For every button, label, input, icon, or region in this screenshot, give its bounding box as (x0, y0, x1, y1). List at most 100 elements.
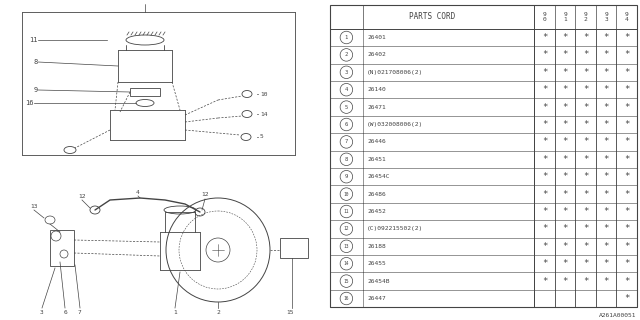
Text: 26402: 26402 (367, 52, 386, 57)
Text: 1: 1 (345, 35, 348, 40)
Text: *: * (624, 242, 629, 251)
Text: 3: 3 (40, 309, 44, 315)
Text: *: * (624, 276, 629, 285)
Text: *: * (624, 50, 629, 60)
Text: *: * (583, 242, 588, 251)
Text: *: * (563, 85, 568, 94)
Text: *: * (583, 207, 588, 216)
Text: *: * (624, 85, 629, 94)
Text: *: * (604, 259, 609, 268)
Text: *: * (604, 103, 609, 112)
Text: 26454C: 26454C (367, 174, 390, 179)
Text: (W)032008006(2): (W)032008006(2) (367, 122, 423, 127)
Text: 6: 6 (345, 122, 348, 127)
Text: *: * (542, 189, 547, 199)
Text: *: * (542, 137, 547, 146)
Text: *: * (624, 294, 629, 303)
Text: 12: 12 (201, 193, 209, 197)
Text: 5: 5 (260, 134, 264, 140)
Text: *: * (583, 103, 588, 112)
Text: 2: 2 (345, 52, 348, 57)
Text: 26140: 26140 (367, 87, 386, 92)
Text: *: * (563, 207, 568, 216)
Text: *: * (542, 207, 547, 216)
Text: *: * (604, 224, 609, 233)
Text: 11: 11 (344, 209, 349, 214)
Text: *: * (563, 50, 568, 60)
Text: 10: 10 (260, 92, 268, 97)
Text: *: * (563, 155, 568, 164)
Text: *: * (583, 259, 588, 268)
Text: 3: 3 (345, 70, 348, 75)
Text: *: * (563, 189, 568, 199)
Text: *: * (604, 137, 609, 146)
Text: (C)092215502(2): (C)092215502(2) (367, 227, 423, 231)
Text: 13: 13 (344, 244, 349, 249)
Text: 7: 7 (345, 140, 348, 144)
Text: *: * (583, 68, 588, 77)
Text: *: * (604, 33, 609, 42)
Text: 6: 6 (63, 309, 67, 315)
Text: 1: 1 (173, 309, 177, 315)
Text: 10: 10 (344, 192, 349, 196)
Text: *: * (604, 189, 609, 199)
Text: 4: 4 (136, 189, 140, 195)
Text: *: * (604, 242, 609, 251)
Text: *: * (624, 68, 629, 77)
Text: *: * (583, 189, 588, 199)
Text: (N)021708006(2): (N)021708006(2) (367, 70, 423, 75)
Text: *: * (583, 155, 588, 164)
Text: 14: 14 (344, 261, 349, 266)
Text: *: * (542, 242, 547, 251)
Text: *: * (583, 137, 588, 146)
Text: *: * (624, 103, 629, 112)
Text: 5: 5 (345, 105, 348, 109)
Text: *: * (604, 207, 609, 216)
Text: 26454B: 26454B (367, 279, 390, 284)
Text: 26486: 26486 (367, 192, 386, 196)
Text: 9
2: 9 2 (584, 12, 588, 22)
Text: *: * (542, 172, 547, 181)
Text: *: * (563, 103, 568, 112)
Text: 9
1: 9 1 (563, 12, 567, 22)
Text: *: * (624, 120, 629, 129)
Text: *: * (604, 68, 609, 77)
Text: 9: 9 (34, 87, 38, 93)
Text: *: * (604, 85, 609, 94)
Bar (130, 88, 160, 96)
Text: *: * (563, 68, 568, 77)
Text: *: * (542, 224, 547, 233)
Text: *: * (563, 137, 568, 146)
Text: *: * (624, 224, 629, 233)
Text: *: * (563, 259, 568, 268)
Text: 4: 4 (345, 87, 348, 92)
Text: *: * (583, 85, 588, 94)
Text: 9
0: 9 0 (543, 12, 547, 22)
Text: *: * (624, 155, 629, 164)
Text: *: * (604, 172, 609, 181)
Text: *: * (563, 224, 568, 233)
Text: 26455: 26455 (367, 261, 386, 266)
Text: 2: 2 (216, 309, 220, 315)
Text: *: * (542, 120, 547, 129)
Text: *: * (563, 276, 568, 285)
Text: *: * (583, 50, 588, 60)
Text: 26188: 26188 (367, 244, 386, 249)
Text: *: * (542, 33, 547, 42)
Text: 26471: 26471 (367, 105, 386, 109)
Text: 9
4: 9 4 (625, 12, 628, 22)
Text: *: * (624, 207, 629, 216)
Text: *: * (563, 242, 568, 251)
Bar (280, 238, 308, 258)
Text: *: * (542, 259, 547, 268)
Text: *: * (604, 155, 609, 164)
Text: 16: 16 (344, 296, 349, 301)
Text: *: * (583, 224, 588, 233)
Text: 26401: 26401 (367, 35, 386, 40)
Text: 8: 8 (34, 59, 38, 65)
Text: 9
3: 9 3 (604, 12, 608, 22)
Text: 7: 7 (78, 309, 82, 315)
Text: *: * (583, 172, 588, 181)
Text: *: * (542, 50, 547, 60)
Text: 26447: 26447 (367, 296, 386, 301)
